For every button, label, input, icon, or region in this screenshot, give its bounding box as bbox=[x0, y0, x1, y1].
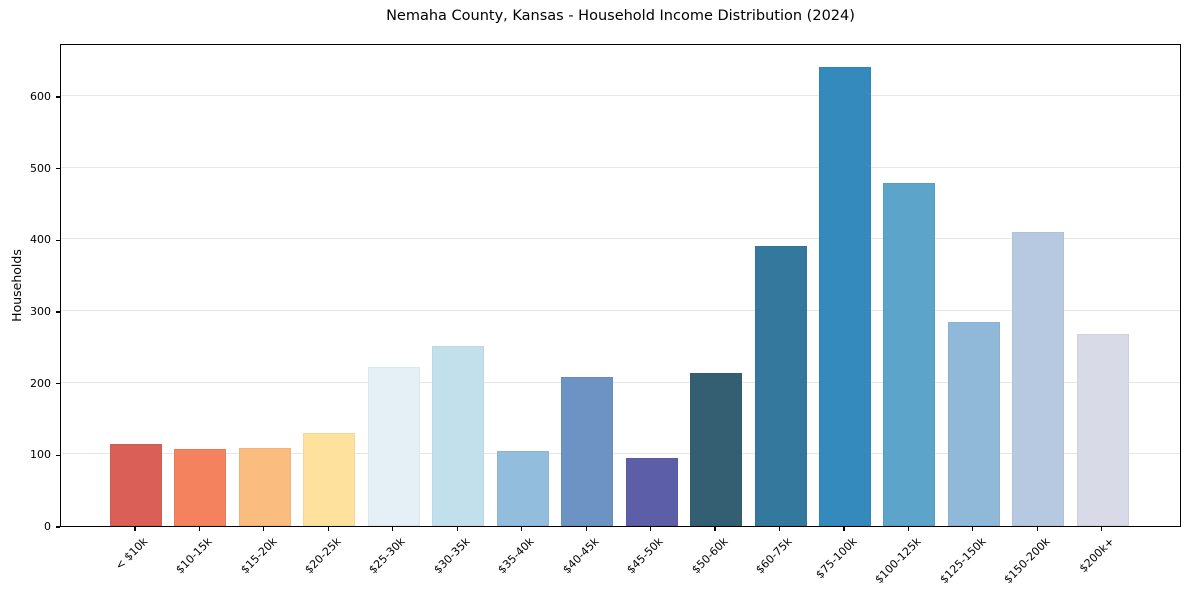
x-tick-label-25-30k: $25-30k bbox=[366, 535, 408, 577]
x-tick-mark bbox=[456, 527, 458, 531]
x-tick-label-50-60k: $50-60k bbox=[688, 535, 731, 577]
x-tick-label-40-45k: $40-45k bbox=[560, 535, 602, 577]
bar-75-100k bbox=[818, 66, 871, 526]
x-tick-mark bbox=[778, 527, 781, 531]
x-tick-label-30-35k: $30-35k bbox=[431, 535, 473, 577]
x-tick-label-100-125k: $100-125k bbox=[872, 535, 924, 587]
x-tick-mark bbox=[1036, 527, 1038, 531]
x-tick-mark bbox=[327, 527, 329, 531]
bar-50-60k bbox=[690, 373, 743, 526]
bar-60-75k bbox=[754, 245, 807, 526]
bar-30-35k bbox=[432, 346, 485, 526]
bar-15-20k bbox=[238, 447, 291, 526]
bar-40-45k bbox=[561, 376, 614, 526]
x-tick-label-75-100k: $75-100k bbox=[812, 535, 860, 582]
x-tick-mark bbox=[907, 527, 909, 531]
bar-45-50k bbox=[625, 457, 678, 526]
x-tick-mark bbox=[714, 527, 716, 531]
bar-125-150k bbox=[947, 321, 1000, 526]
gridline-600 bbox=[61, 95, 1180, 97]
bar-10k bbox=[110, 444, 162, 526]
x-tick-mark bbox=[972, 527, 974, 531]
x-tick-label-60-75k: $60-75k bbox=[753, 535, 795, 577]
x-tick-label-20-25k: $20-25k bbox=[302, 535, 344, 577]
x-tick-label-150-200k: $150-200k bbox=[1001, 535, 1053, 587]
bar-100-125k bbox=[883, 182, 936, 526]
x-tick-label-125-150k: $125-150k bbox=[936, 535, 989, 587]
x-tick-mark bbox=[650, 527, 652, 531]
gridline-200 bbox=[61, 381, 1180, 383]
gridline-100 bbox=[61, 453, 1180, 455]
x-tick-mark bbox=[1101, 527, 1103, 531]
x-tick-mark bbox=[134, 527, 136, 531]
x-tick-label-200k: $200k+ bbox=[1076, 535, 1117, 576]
x-tick-mark bbox=[263, 527, 265, 531]
plot-area bbox=[60, 44, 1181, 527]
gridline-400 bbox=[61, 238, 1180, 240]
bar-25-30k bbox=[367, 366, 420, 526]
bar-20-25k bbox=[303, 432, 356, 526]
bar-35-40k bbox=[496, 451, 549, 526]
bar-150-200k bbox=[1012, 232, 1065, 526]
x-tick-mark bbox=[843, 527, 845, 531]
x-tick-label-10k: < $10k bbox=[112, 535, 151, 573]
x-tick-mark bbox=[585, 527, 587, 531]
x-tick-label-45-50k: $45-50k bbox=[624, 535, 666, 577]
y-axis-label-container: Households bbox=[5, 44, 27, 527]
x-tick-label-15-20k: $15-20k bbox=[237, 535, 280, 577]
gridline-300 bbox=[61, 310, 1180, 312]
x-tick-mark bbox=[521, 527, 523, 531]
y-axis-label: Households bbox=[8, 249, 24, 322]
chart-title: Nemaha County, Kansas - Household Income… bbox=[386, 8, 855, 24]
x-tick-mark bbox=[198, 527, 201, 531]
x-tick-label-10-15k: $10-15k bbox=[173, 535, 215, 577]
bar-200k bbox=[1076, 333, 1129, 526]
gridline-500 bbox=[61, 166, 1180, 168]
x-tick-mark bbox=[392, 527, 394, 531]
bar-10-15k bbox=[174, 449, 227, 526]
x-tick-label-35-40k: $35-40k bbox=[495, 535, 537, 577]
